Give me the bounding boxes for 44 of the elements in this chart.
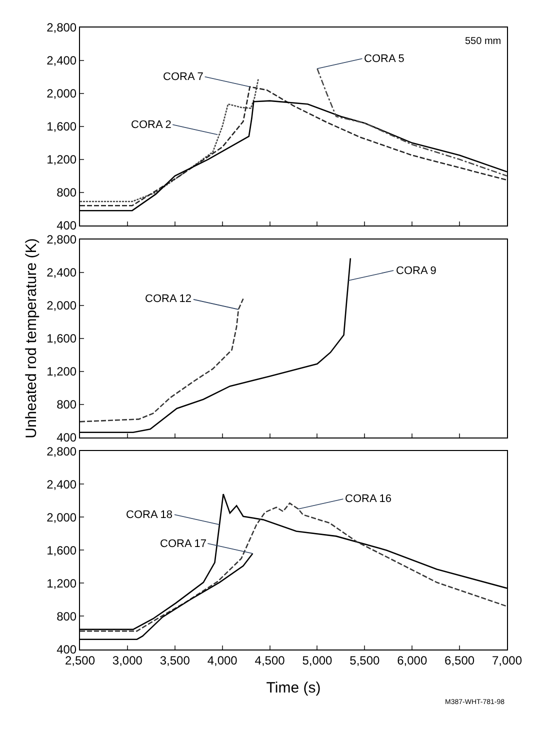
y-tick-label: 400 [56,218,77,233]
y-tick-label: 1,600 [46,120,77,134]
line-series [80,86,507,206]
annotation: CORA 18 [126,509,172,521]
y-tick-label: 1,200 [46,152,77,167]
y-tick-label: 1,600 [46,543,77,558]
y-tick-label: 2,400 [46,265,77,280]
annotation: CORA 12 [145,293,192,305]
y-tick-label: 2,400 [46,54,77,68]
y-tick-label: 1,200 [46,364,77,379]
y-tick-label: 800 [56,609,77,624]
y-tick-label: 800 [56,398,77,412]
y-tick-label: 1,600 [46,332,77,346]
annotation: CORA 5 [364,53,404,65]
y-tick-label: 2,800 [46,232,77,246]
y-tick-label: 2,800 [46,20,77,35]
x-tick-label: 5,500 [350,654,380,668]
y-tick-label: 400 [56,642,77,656]
x-tick-label: 4,500 [254,654,286,668]
x-tick-label: 3,000 [112,654,143,668]
y-tick-label: 800 [56,186,77,200]
annotation: CORA 7 [163,71,204,83]
annotation: CORA 9 [396,265,436,277]
x-tick-label: 6,000 [397,654,428,668]
x-tick-label: 7,000 [492,654,522,668]
x-tick-label: 5,000 [302,654,333,668]
y-tick-label: 2,000 [46,86,77,101]
annotation: 550 mm [465,36,502,47]
x-tick-label: 4,000 [207,654,238,668]
x-tick-label: 3,500 [160,654,190,668]
x-tick-label: 2,500 [64,654,96,668]
y-tick-label: 2,000 [46,298,77,312]
y-tick-label: 1,200 [46,576,77,590]
annotation: CORA 2 [131,119,172,131]
y-axis-title: Unheated rod temperature (K) [22,238,40,438]
x-tick-label: 6,500 [444,654,475,668]
annotation: CORA 17 [160,538,206,550]
annotation: CORA 16 [345,493,392,505]
line-series [316,68,507,177]
y-tick-label: 400 [56,430,77,445]
y-tick-label: 2,000 [46,510,77,524]
y-tick-label: 2,400 [46,477,77,492]
y-tick-label: 2,800 [46,444,77,458]
x-axis-title: Time (s) [266,680,321,697]
